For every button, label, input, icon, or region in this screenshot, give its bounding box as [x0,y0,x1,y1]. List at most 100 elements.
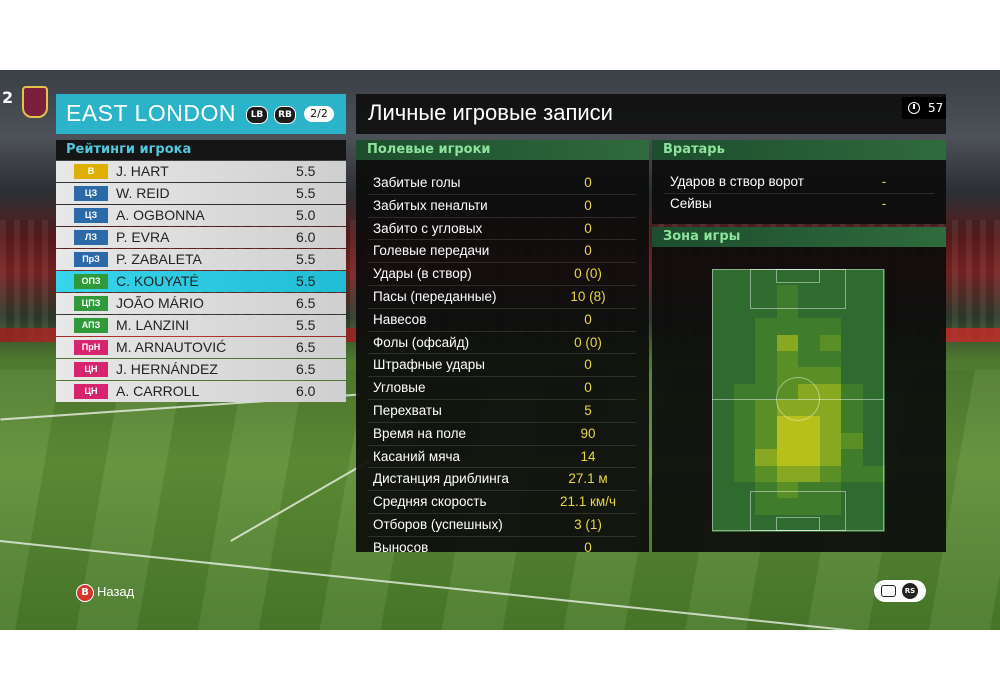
heatmap-cell [776,465,799,483]
player-ratings-list: В J. HART 5.5 ЦЗ W. REID 5.5 ЦЗ A. OGBONNA 5.0 ЛЗ… [56,161,346,403]
corner-controls[interactable]: RS [874,580,926,602]
heatmap-cell [733,400,756,417]
heatmap-cell [819,367,842,385]
heatmap-cell [862,269,885,286]
player-name: P. ZABALETA [116,251,202,267]
centre-circle [776,377,820,421]
heatmap-cell [712,367,734,385]
zone-header: Зона игры [652,227,946,247]
heatmap-cell [712,269,734,286]
stat-label: Дистанция дриблинга [373,471,509,487]
main-title-bar: Личные игровые записи [356,94,946,134]
player-row[interactable]: ОПЗ C. KOUYATÉ 5.5 [56,271,346,292]
heatmap-cell [862,481,885,499]
player-row[interactable]: В J. HART 5.5 [56,161,346,182]
stat-value: 14 [580,448,596,464]
goalkeeper-panel: Вратарь Ударов в створ ворот - Сейвы - [652,140,946,224]
heatmap-cell [862,350,885,368]
heatmap-cell [776,449,799,466]
heatmap-cell [798,318,820,335]
heatmap-cell [712,334,734,352]
stat-value: 27.1 м [568,471,608,487]
heatmap-cell [841,514,863,532]
stat-value: 10 (8) [570,288,606,304]
stat-row: Пасы (переданные) 10 (8) [368,286,636,309]
rs-button-icon[interactable]: RS [902,583,918,599]
player-rating: 6.5 [296,361,316,377]
player-row[interactable]: ЦН A. CARROLL 6.0 [56,381,346,402]
player-row[interactable]: ЦН J. HERNÁNDEZ 6.5 [56,359,346,380]
heatmap-cell [712,350,734,368]
score-indicator: 2 [0,84,52,124]
heatmap-cell [755,416,777,434]
stat-row: Дистанция дриблинга 27.1 м [368,468,636,492]
player-row[interactable]: ЦЗ A. OGBONNA 5.0 [56,205,346,226]
heatmap-cell [776,481,799,499]
zone-panel: Зона игры [652,227,946,552]
heatmap-cell [776,498,799,516]
team-name: EAST LONDON [66,100,236,126]
stat-label: Угловые [373,380,426,396]
player-row[interactable]: АПЗ M. LANZINI 5.5 [56,315,346,336]
penalty-box-bottom [750,491,846,531]
goalkeeper-stats-list: Ударов в створ ворот - Сейвы - [664,172,934,215]
heatmap-cell [862,334,885,352]
rb-button-icon[interactable]: RB [274,106,296,124]
heatmap-cell [755,432,777,450]
stat-value: 21.1 км/ч [560,494,616,510]
heatmap-cell [733,449,756,466]
player-row[interactable]: ПрЗ P. ZABALETA 5.5 [56,249,346,270]
heatmap-cell [733,334,756,352]
heatmap-cell [776,432,799,450]
lb-button-icon[interactable]: LB [246,106,268,124]
player-rating: 5.0 [296,207,316,223]
stat-row: Забитые голы 0 [368,172,636,195]
heatmap-cell [841,481,863,499]
heatmap-cell [841,318,863,335]
heatmap-cell [776,318,799,335]
stat-value: 0 (0) [574,334,602,350]
page-title: Личные игровые записи [368,100,613,125]
player-row[interactable]: ПрН M. ARNAUTOVIĆ 6.5 [56,337,346,358]
b-button-icon[interactable]: B [76,584,94,602]
heatmap-cell [733,498,756,516]
heatmap-cell [841,465,863,483]
heatmap-cell [819,449,842,466]
heatmap-cell [733,285,756,303]
stat-label: Навесов [373,311,427,327]
heatmap-cell [712,481,734,499]
stat-value: 0 (0) [574,266,602,282]
heatmap-cell [862,383,885,401]
heatmap-cell [819,498,842,516]
heatmap-cell [819,334,842,352]
player-name: M. ARNAUTOVIĆ [116,339,227,355]
heatmap-cell [819,301,842,319]
player-row[interactable]: ЛЗ P. EVRA 6.0 [56,227,346,248]
stat-value: 0 [584,357,592,373]
player-name: P. EVRA [116,229,170,245]
position-badge: АПЗ [74,318,108,333]
heatmap-cell [819,514,842,532]
heatmap-cell [776,514,799,532]
stat-row: Средняя скорость 21.1 км/ч [368,491,636,514]
heatmap-cell [798,465,820,483]
player-row[interactable]: ЦПЗ JOÃO MÁRIO 6.5 [56,293,346,314]
score-value: 2 [2,88,14,107]
player-row[interactable]: ЦЗ W. REID 5.5 [56,183,346,204]
player-name: M. LANZINI [116,317,190,333]
heatmap-cell [776,334,799,352]
heatmap-cell [798,350,820,368]
back-label[interactable]: Назад [97,584,135,599]
stat-label: Фолы (офсайд) [373,334,470,350]
heatmap-cell [798,269,820,286]
heatmap-cell [862,367,885,385]
pitch-outline [712,269,884,531]
heatmap-cell [755,318,777,335]
heatmap-cell [712,285,734,303]
stat-label: Время на поле [373,425,466,441]
stat-row: Штрафные удары 0 [368,354,636,378]
stat-label: Забитых пенальти [373,197,488,213]
heatmap-cell [819,383,842,401]
player-name: A. CARROLL [116,383,200,399]
chat-icon[interactable] [881,585,896,597]
